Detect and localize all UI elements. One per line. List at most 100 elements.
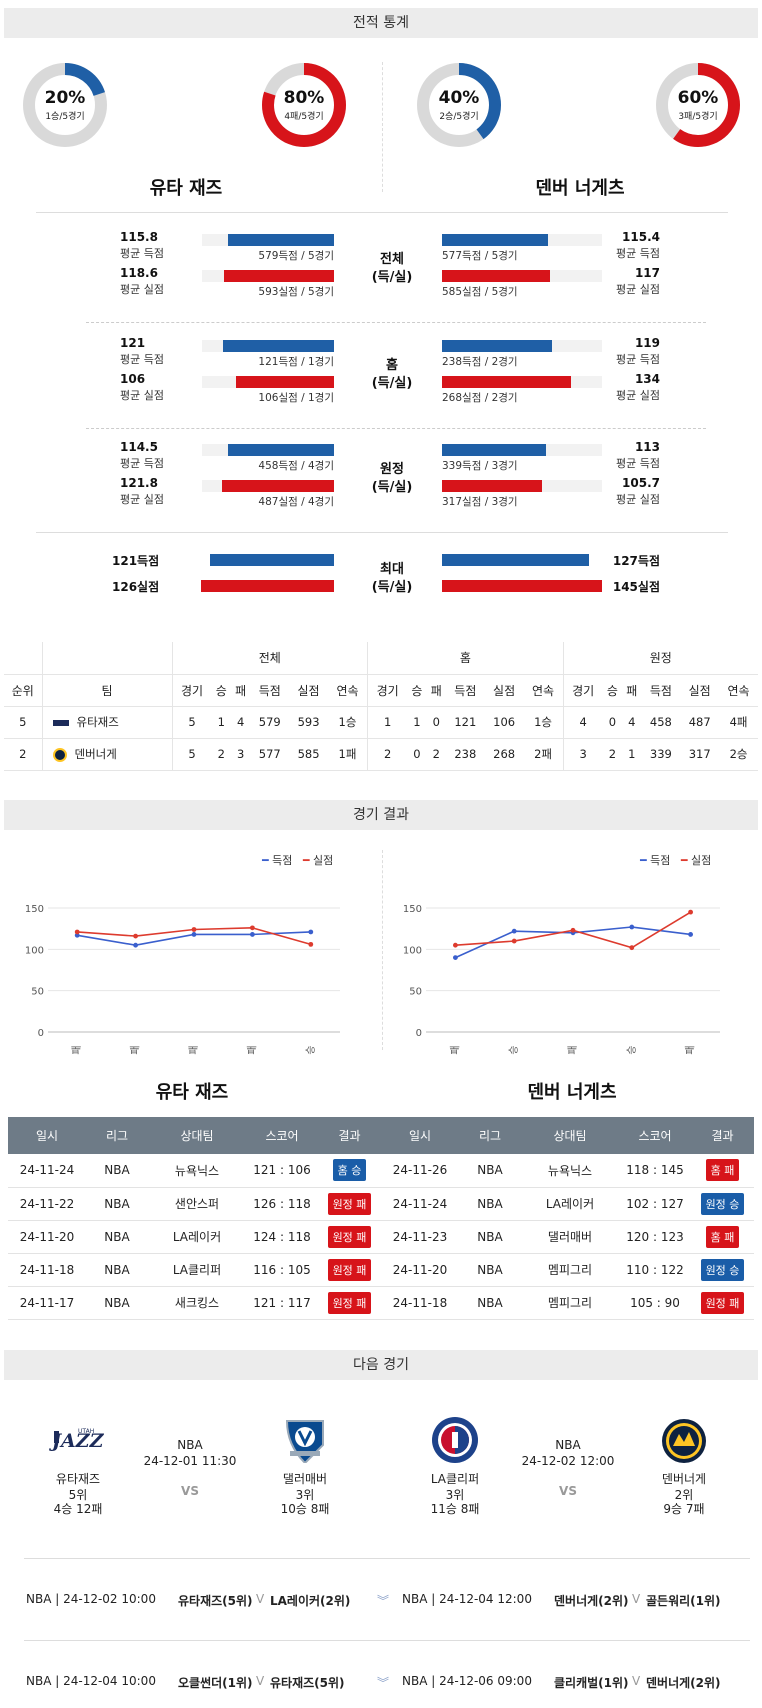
x-tick-label: 승 <box>305 1045 317 1054</box>
schedule-info: NBA | 24-12-06 09:00 <box>402 1674 532 1688</box>
results-cell: 24-11-17 <box>8 1286 86 1320</box>
table-row: 24-11-20 NBA 멤피그리 110 : 122 원정 승 <box>381 1253 754 1287</box>
donut-percent: 60% <box>677 88 719 108</box>
y-tick-label: 150 <box>25 904 44 915</box>
standings-cell: 238 <box>445 738 485 771</box>
data-point <box>511 938 517 944</box>
y-tick-label: 50 <box>409 987 422 998</box>
results-cell: NBA <box>459 1286 521 1320</box>
standings-cell: 2 <box>602 738 623 771</box>
results-cell: 샌안스퍼 <box>148 1187 246 1221</box>
results-col-header: 상대팀 <box>521 1117 619 1154</box>
standings-cell: 585 <box>289 738 328 771</box>
donut-arc <box>656 63 740 147</box>
mavericks-logo <box>282 1415 328 1465</box>
results-cell: NBA <box>86 1253 148 1287</box>
clippers-logo <box>431 1416 479 1464</box>
results-cell: 홈 패 <box>691 1220 754 1254</box>
standings-cell: 3 <box>231 738 251 771</box>
bar-text: 121득점 / 1경기 <box>258 356 334 368</box>
standings-cell: 2 <box>4 738 42 771</box>
bar-text: 487실점 / 4경기 <box>258 496 334 508</box>
standings-cell: 268 <box>484 738 524 771</box>
data-point <box>74 929 80 935</box>
next-league: NBA <box>555 1438 581 1452</box>
donut-record: 2승/5경기 <box>439 112 479 122</box>
result-line-charts: 0 50 100 150 패 패 패 패 승 0 50 100 150 패 승 패 승 패 <box>25 904 720 1055</box>
svg-text:JAZZ: JAZZ <box>49 1430 105 1452</box>
stat-value: 117 <box>634 266 660 280</box>
stat-bar <box>223 340 334 352</box>
stat-label: 평균 득점 <box>616 457 660 470</box>
standings-cell: 2승 <box>719 738 758 771</box>
standings-cell: 317 <box>680 738 720 771</box>
results-cell: 24-11-24 <box>8 1154 86 1188</box>
divider <box>36 532 728 533</box>
bar-text: 585실점 / 5경기 <box>442 286 518 298</box>
next-team-name: 댈러매버 <box>282 1472 328 1486</box>
schedule-match: 골든워리(1위) <box>646 1594 721 1608</box>
next-team-name: 유타재즈 <box>55 1472 101 1486</box>
group-away: 원정 <box>562 642 758 675</box>
results-cell: LA레이커 <box>148 1220 246 1254</box>
results-cell: 멤피그리 <box>521 1253 619 1287</box>
bar-text: 577득점 / 5경기 <box>442 250 518 262</box>
stat-label: 평균 실점 <box>120 493 164 506</box>
jazz-logo-small <box>52 719 69 726</box>
chart1-legend: ━ 득점 ━ 실점 <box>262 854 334 867</box>
results-cell: 121 : 106 <box>246 1154 318 1188</box>
standings-cell: 577 <box>250 738 290 771</box>
standings-cell: 1승 <box>523 706 564 739</box>
stat-bar <box>228 444 334 456</box>
stat-label: 평균 실점 <box>120 389 164 402</box>
donut-divider <box>382 62 383 192</box>
data-point <box>133 933 139 939</box>
data-point <box>191 927 197 932</box>
results-cell: 24-11-24 <box>381 1187 459 1221</box>
donut-record: 3패/5경기 <box>678 112 718 122</box>
schedule-info: NBA | 24-12-04 10:00 <box>26 1674 156 1688</box>
stat-bar <box>228 234 334 246</box>
schedule-info: NBA | 24-12-04 12:00 <box>402 1592 532 1606</box>
schedule-match: 유타재즈(5위) <box>178 1594 253 1608</box>
data-point <box>629 924 635 930</box>
standings-cell: 4 <box>562 706 603 739</box>
results-cell: 24-11-22 <box>8 1187 86 1221</box>
standings-cell: 유타재즈 <box>41 706 172 739</box>
table-row: 24-11-17 NBA 새크킹스 121 : 117 원정 패 <box>8 1286 381 1320</box>
standings-table: 전체 홈 원정 순위 팀 경기 승 패 득점 실점 연속 경기 승 패 득점 실점 연속 경기 승 패 득점 실점 연… <box>4 642 758 771</box>
standings-cell: 458 <box>641 706 681 739</box>
results-cell: 118 : 145 <box>619 1154 691 1188</box>
data-point <box>250 925 255 931</box>
group-divider <box>86 322 706 323</box>
results-cell: 126 : 118 <box>246 1187 318 1221</box>
away-team-title: 덴버 너게츠 <box>535 178 625 199</box>
results-cell: 24-11-20 <box>381 1253 459 1287</box>
stat-value: 121 <box>120 336 146 350</box>
data-point <box>453 955 458 960</box>
stat-bar <box>221 480 334 492</box>
donut-chart: 20% 1승/5경기 <box>22 62 108 148</box>
standings-col-header: 팀 <box>41 674 172 707</box>
stat-value: 105.7 <box>622 476 660 490</box>
home-team-title: 유타 재즈 <box>149 178 223 199</box>
data-point <box>688 909 693 915</box>
standings-cell: 5 <box>171 738 212 771</box>
standings-cell: 121 <box>445 706 485 739</box>
standings-cell: 1 <box>211 706 232 739</box>
data-point <box>250 932 255 937</box>
x-tick-label: 패 <box>449 1045 461 1054</box>
result-badge: 홈 패 <box>705 1225 740 1248</box>
x-tick-label: 승 <box>508 1045 520 1054</box>
bar-text: 579득점 / 5경기 <box>258 250 334 262</box>
results-col-header: 일시 <box>381 1117 459 1154</box>
max-bar <box>442 554 590 566</box>
stat-value: 114.5 <box>120 440 158 454</box>
divider <box>24 1640 750 1641</box>
result-badge: 원정 패 <box>327 1225 372 1248</box>
standings-cell: 1패 <box>327 738 368 771</box>
standings-cell: 2 <box>426 738 446 771</box>
max-value: 127득점 <box>612 554 660 568</box>
result-badge: 홈 패 <box>705 1159 740 1182</box>
